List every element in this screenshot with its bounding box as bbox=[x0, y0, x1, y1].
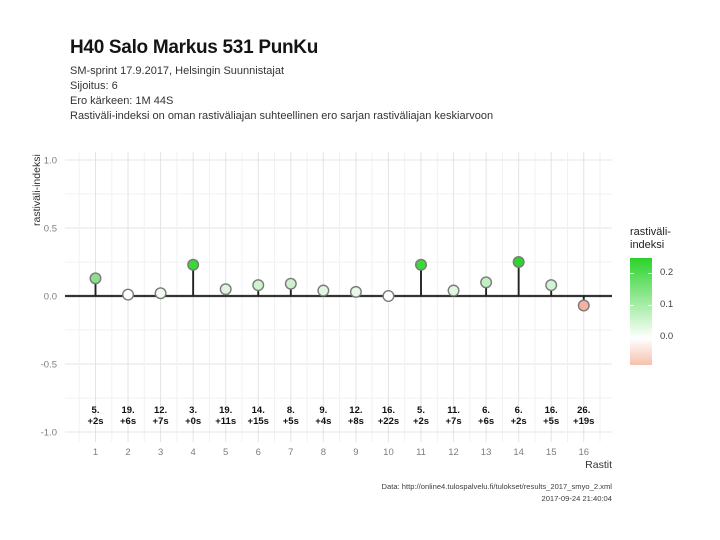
control-timediff-label: +6s bbox=[478, 416, 494, 427]
control-place-label: 14. bbox=[252, 405, 265, 416]
x-tick-label: 16 bbox=[578, 447, 589, 458]
y-tick-label: -0.5 bbox=[41, 360, 57, 371]
legend-title-line1: rastiväli- bbox=[630, 226, 671, 238]
control-timediff-label: +5s bbox=[283, 416, 299, 427]
control-place-label: 6. bbox=[482, 405, 490, 416]
subtitle-gap-to-leader: Ero kärkeen: 1M 44S bbox=[70, 95, 174, 107]
control-timediff-label: +15s bbox=[248, 416, 269, 427]
x-tick-label: 11 bbox=[416, 447, 426, 458]
control-timediff-label: +11s bbox=[215, 416, 236, 427]
control-place-label: 5. bbox=[92, 405, 100, 416]
data-point bbox=[382, 289, 395, 302]
control-place-label: 5. bbox=[417, 405, 425, 416]
x-tick-label: 4 bbox=[191, 447, 196, 458]
legend: rastiväli- indeksi 0.2 0.1 0.0 bbox=[630, 226, 715, 365]
legend-gradient-bar bbox=[630, 258, 652, 365]
legend-tick-label: 0.0 bbox=[660, 331, 674, 342]
page-title: H40 Salo Markus 531 PunKu bbox=[70, 37, 319, 58]
y-tick-label: -1.0 bbox=[41, 428, 57, 439]
legend-tick-mark bbox=[630, 305, 634, 306]
data-point bbox=[89, 272, 102, 285]
control-timediff-label: +7s bbox=[153, 416, 169, 427]
data-point bbox=[154, 287, 167, 300]
control-place-label: 9. bbox=[319, 405, 327, 416]
legend-tick-mark bbox=[648, 337, 652, 338]
data-point bbox=[122, 288, 135, 301]
control-place-label: 16. bbox=[545, 405, 558, 416]
control-place-label: 26. bbox=[577, 405, 590, 416]
control-place-label: 12. bbox=[349, 405, 362, 416]
x-tick-label: 15 bbox=[546, 447, 557, 458]
control-place-label: 11. bbox=[447, 405, 460, 416]
control-timediff-label: +8s bbox=[348, 416, 364, 427]
control-timediff-label: +22s bbox=[378, 416, 399, 427]
control-place-label: 16. bbox=[382, 405, 395, 416]
subtitle-description: Rastiväli-indeksi on oman rastiväliajan … bbox=[70, 110, 494, 122]
data-point bbox=[187, 258, 200, 271]
control-place-label: 3. bbox=[189, 405, 197, 416]
legend-tick-label: 0.2 bbox=[660, 267, 674, 278]
x-tick-label: 3 bbox=[158, 447, 163, 458]
x-tick-label: 14 bbox=[513, 447, 524, 458]
x-tick-label: 2 bbox=[125, 447, 130, 458]
data-point bbox=[317, 284, 330, 297]
legend-tick-mark bbox=[630, 337, 634, 338]
x-tick-label: 9 bbox=[353, 447, 358, 458]
legend-tick-mark bbox=[648, 273, 652, 274]
data-point bbox=[545, 279, 558, 292]
legend-tick-mark bbox=[630, 273, 634, 274]
control-timediff-label: +19s bbox=[573, 416, 594, 427]
control-place-label: 8. bbox=[287, 405, 295, 416]
control-place-label: 19. bbox=[121, 405, 134, 416]
data-point bbox=[219, 283, 232, 296]
control-timediff-label: +2s bbox=[511, 416, 527, 427]
data-point bbox=[349, 285, 362, 298]
x-tick-label: 12 bbox=[448, 447, 459, 458]
legend-title: rastiväli- indeksi bbox=[630, 226, 715, 252]
control-timediff-label: +2s bbox=[87, 416, 103, 427]
control-timediff-label: +4s bbox=[315, 416, 331, 427]
data-point bbox=[577, 299, 590, 312]
control-timediff-label: +2s bbox=[413, 416, 429, 427]
footer: Data: http://online4.tulospalvelu.fi/tul… bbox=[382, 481, 612, 504]
subtitle-event: SM-sprint 17.9.2017, Helsingin Suunnista… bbox=[70, 65, 285, 77]
data-point bbox=[480, 276, 493, 289]
x-tick-label: 5 bbox=[223, 447, 228, 458]
legend-title-line2: indeksi bbox=[630, 239, 665, 251]
x-axis-title: Rastit bbox=[585, 459, 612, 471]
y-tick-label: 0.0 bbox=[44, 292, 57, 303]
data-source-url: Data: http://online4.tulospalvelu.fi/tul… bbox=[381, 482, 612, 491]
x-tick-label: 7 bbox=[288, 447, 293, 458]
legend-tick-mark bbox=[648, 305, 652, 306]
subtitle-block: SM-sprint 17.9.2017, Helsingin Suunnista… bbox=[70, 64, 493, 124]
y-tick-label: 1.0 bbox=[44, 156, 57, 167]
legend-tick-label: 0.1 bbox=[660, 299, 674, 310]
y-tick-label: 0.5 bbox=[44, 224, 57, 235]
control-place-label: 6. bbox=[515, 405, 523, 416]
data-point bbox=[415, 258, 428, 271]
subtitle-placement: Sijoitus: 6 bbox=[70, 80, 118, 92]
x-tick-label: 10 bbox=[383, 447, 394, 458]
generated-timestamp: 2017-09-24 21:40:04 bbox=[541, 493, 612, 503]
data-point bbox=[284, 277, 297, 290]
control-place-label: 12. bbox=[154, 405, 167, 416]
control-timediff-label: +7s bbox=[445, 416, 461, 427]
control-place-label: 19. bbox=[219, 405, 232, 416]
data-point bbox=[252, 279, 265, 292]
data-point bbox=[512, 255, 525, 268]
data-point bbox=[447, 284, 460, 297]
control-timediff-label: +0s bbox=[185, 416, 201, 427]
x-tick-label: 8 bbox=[321, 447, 326, 458]
x-tick-label: 6 bbox=[256, 447, 261, 458]
control-timediff-label: +6s bbox=[120, 416, 136, 427]
x-tick-label: 13 bbox=[481, 447, 492, 458]
lollipop-chart: 1.00.50.0-0.5-1.01 2 3 4 5 6 7 8 9 10 11 12 13 14 15 16… bbox=[41, 152, 612, 471]
control-timediff-label: +5s bbox=[543, 416, 559, 427]
x-tick-label: 1 bbox=[93, 447, 98, 458]
